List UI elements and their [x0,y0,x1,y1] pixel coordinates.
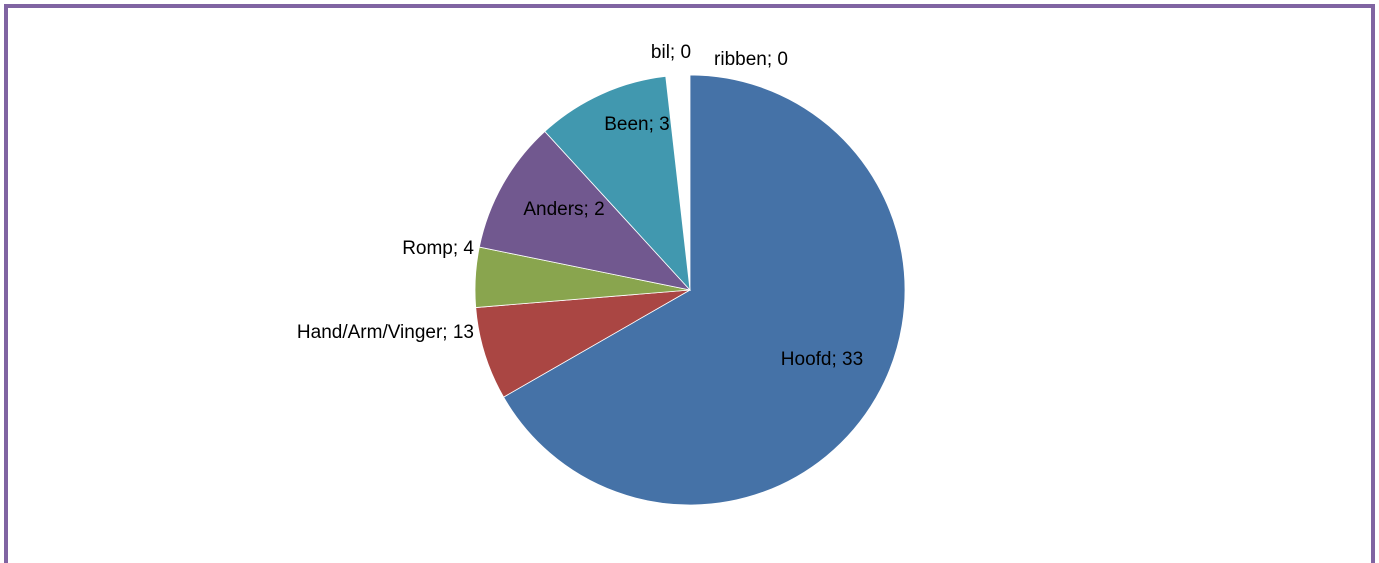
label-hoofd: Hoofd; 33 [781,349,863,370]
label-hand-arm-vinger: Hand/Arm/Vinger; 13 [297,322,474,343]
slice-anders [478,130,692,291]
label-been: Been; 3 [604,114,670,135]
label-romp: Romp; 4 [402,238,474,259]
pie-slices [474,74,906,506]
label-bil: bil; 0 [651,42,691,63]
slice-hoofd [503,74,906,506]
chart-border [4,4,1375,563]
label-ribben: ribben; 0 [714,49,788,70]
pie-labels: Hoofd; 33 Hand/Arm/Vinger; 13 Romp; 4 Ander… [297,42,863,370]
slice-been [544,75,691,292]
label-anders: Anders; 2 [523,199,604,220]
